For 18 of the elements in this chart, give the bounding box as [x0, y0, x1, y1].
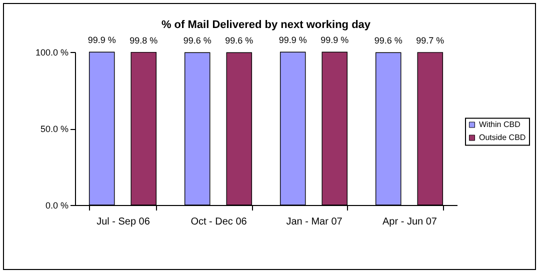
y-tick-label: 100.0 %	[35, 48, 68, 58]
data-label: 99.9 %	[88, 35, 116, 46]
legend-label: Within CBD	[479, 120, 521, 129]
chart-title: % of Mail Delivered by next working day	[161, 19, 372, 32]
x-tick-label: Jul - Sep 06	[96, 216, 150, 228]
data-label: 99.9 %	[278, 35, 307, 46]
data-label: 99.9 %	[320, 35, 349, 46]
x-tick-label: Apr - Jun 07	[382, 216, 438, 228]
x-tick-label: Oct - Dec 06	[190, 216, 248, 228]
data-label: 99.6 %	[225, 36, 254, 46]
data-label: 99.7 %	[416, 35, 444, 46]
data-label: 99.8 %	[130, 35, 158, 46]
x-tick-label: Jan - Mar 07	[286, 216, 343, 228]
data-label: 99.6 %	[374, 36, 402, 46]
data-label: 99.6 %	[183, 36, 212, 46]
y-tick-label: 50.0 %	[40, 124, 68, 134]
y-tick-label: 0.0 %	[45, 200, 68, 210]
legend-label: Outside CBD	[479, 132, 526, 142]
